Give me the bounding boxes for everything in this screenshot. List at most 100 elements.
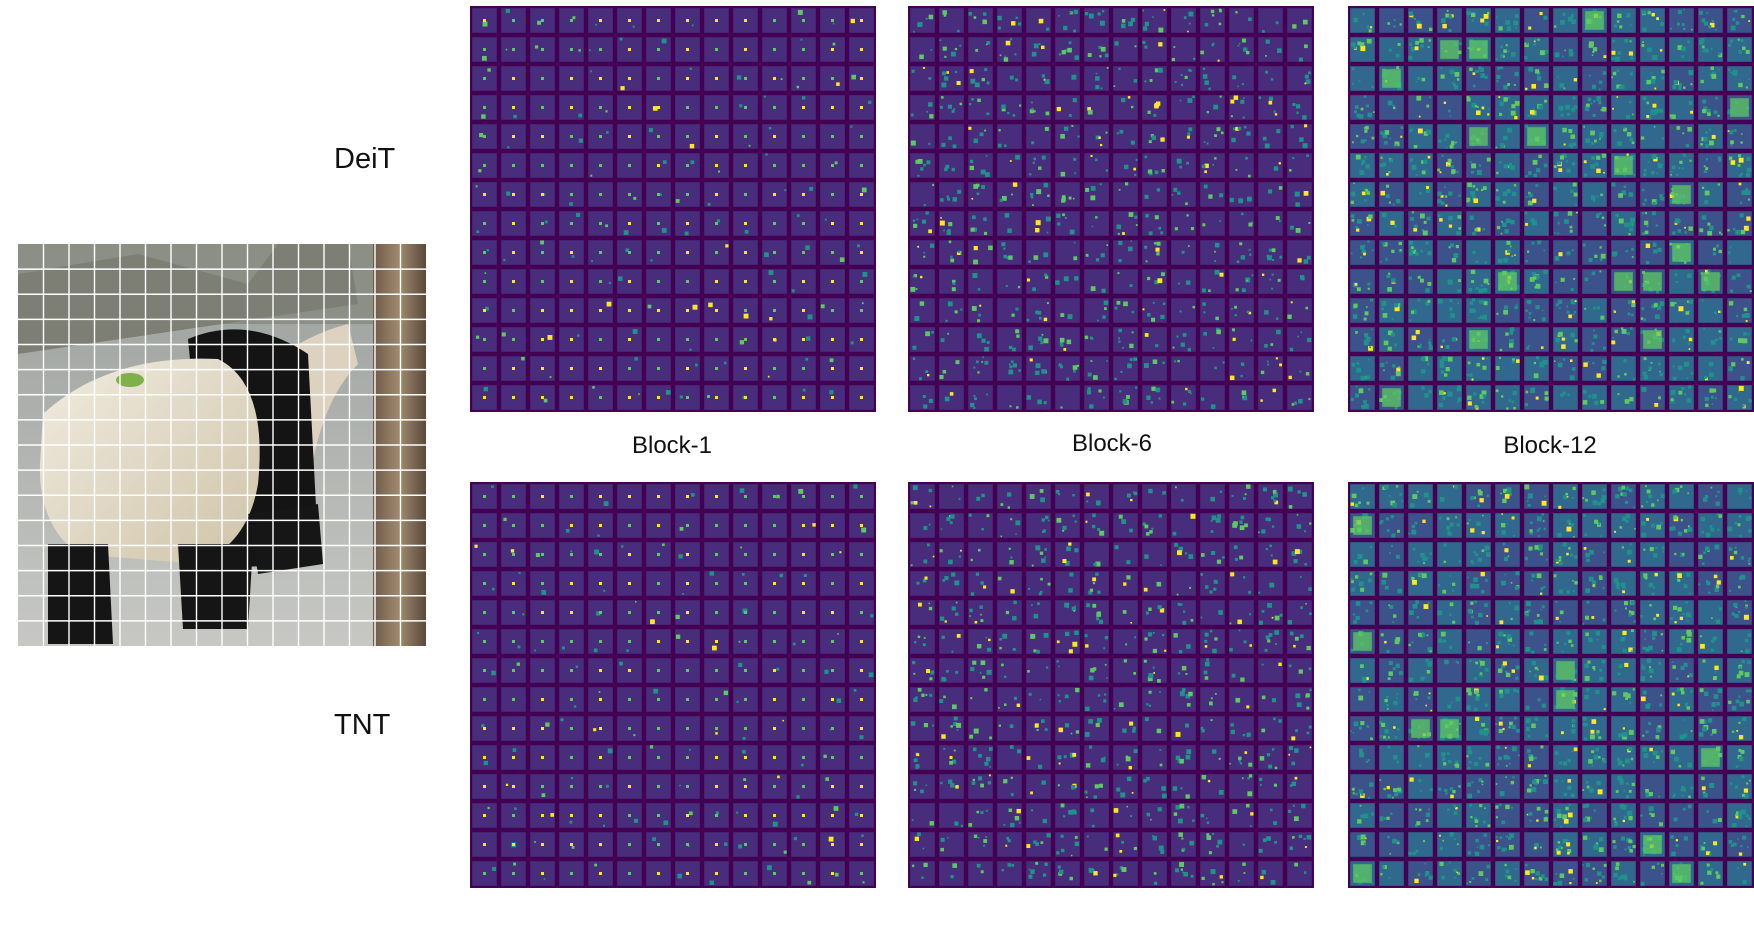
attention-speckle: [1103, 693, 1107, 696]
attention-speckle: [1258, 591, 1261, 594]
attention-speckle: [1730, 25, 1736, 31]
attention-speckle: [910, 564, 913, 567]
attention-speckle: [1294, 862, 1298, 867]
attention-speckle: [487, 68, 491, 72]
attention-peak: [599, 338, 602, 341]
attention-speckle: [1611, 76, 1614, 79]
attention-speckle: [1090, 668, 1095, 673]
attention-speckle: [916, 753, 920, 757]
attention-peak: [599, 396, 602, 399]
attention-speckle: [1008, 255, 1013, 260]
attention-speckle: [592, 386, 595, 389]
attention-speckle: [1475, 553, 1479, 557]
attention-speckle: [1425, 301, 1430, 306]
attention-speckle: [1246, 310, 1250, 314]
attention-speckle: [1090, 154, 1093, 157]
attention-speckle: [1590, 348, 1594, 352]
attention-peak: [831, 727, 834, 730]
attention-speckle: [983, 844, 986, 847]
attention-peak: [802, 280, 805, 283]
attention-speckle: [1059, 337, 1065, 343]
attention-speckle: [1710, 486, 1713, 489]
attention-cell: [997, 8, 1022, 33]
attention-speckle: [923, 66, 925, 69]
attention-speckle: [1274, 113, 1278, 116]
attention-speckle: [1074, 630, 1079, 636]
attention-peak: [831, 611, 834, 614]
attention-speckle: [1416, 23, 1422, 29]
attention-speckle: [1499, 620, 1504, 625]
attention-speckle: [1592, 113, 1596, 118]
attention-speckle: [1185, 202, 1188, 206]
attention-speckle: [1306, 154, 1309, 157]
attention-speckle: [1738, 585, 1741, 589]
attention-speckle: [1515, 571, 1520, 576]
attention-speckle: [1566, 251, 1571, 256]
attention-speckle: [1573, 536, 1575, 538]
attention-speckle: [1717, 490, 1720, 494]
attention-peak: [831, 77, 834, 80]
attention-cell: [939, 182, 964, 207]
input-image-panda: [18, 244, 426, 646]
attention-peak: [657, 582, 660, 585]
attention-peak: [686, 756, 689, 759]
attention-speckle: [1616, 586, 1620, 590]
attention-speckle: [1452, 620, 1456, 624]
attention-speckle: [1031, 141, 1035, 145]
attention-peak: [657, 338, 660, 341]
attention-speckle: [1044, 273, 1048, 277]
attention-speckle: [1590, 164, 1596, 169]
attention-speckle: [832, 42, 836, 46]
attention-peak: [628, 396, 631, 399]
attention-speckle: [1729, 261, 1731, 264]
attention-speckle: [1153, 672, 1156, 674]
attention-speckle: [1564, 219, 1569, 224]
attention-speckle: [1062, 213, 1065, 217]
attention-peak: [628, 338, 631, 341]
attention-peak: [744, 367, 747, 370]
attention-speckle: [1355, 601, 1361, 606]
attention-speckle: [1148, 673, 1154, 679]
attention-speckle: [1650, 78, 1656, 84]
attention-speckle: [1625, 114, 1630, 119]
attention-speckle: [1187, 805, 1190, 809]
attention-speckle: [1582, 514, 1586, 517]
attention-speckle: [998, 724, 1001, 727]
attention-speckle: [1689, 592, 1691, 595]
attention-speckle: [1304, 74, 1309, 79]
attention-peak: [773, 872, 776, 875]
attention-speckle: [1077, 135, 1080, 138]
attention-peak: [657, 280, 660, 283]
attention-speckle: [1592, 9, 1595, 12]
attention-speckle: [1566, 496, 1569, 498]
attention-speckle: [932, 555, 935, 558]
attention-speckle: [1239, 762, 1242, 765]
attention-speckle: [1617, 51, 1622, 55]
attention-speckle: [1453, 253, 1459, 259]
attention-speckle: [1561, 337, 1565, 341]
attention-speckle: [1478, 288, 1484, 294]
attention-speckle: [1122, 346, 1125, 349]
attention-peak: [860, 396, 863, 399]
attention-speckle: [1641, 231, 1646, 236]
attention-speckle: [1067, 47, 1072, 53]
attention-speckle: [1454, 484, 1458, 489]
attention-speckle: [1570, 299, 1576, 305]
attention-speckle: [1008, 363, 1011, 366]
attention-speckle: [1269, 582, 1275, 588]
attention-speckle: [1641, 532, 1647, 538]
attention-speckle: [1102, 315, 1106, 319]
attention-speckle: [1452, 485, 1455, 488]
attention-peak: [541, 77, 544, 80]
attention-speckle: [1743, 225, 1749, 231]
attention-speckle: [1446, 10, 1449, 12]
attention-peak: [773, 222, 776, 225]
attention-speckle: [1447, 356, 1453, 362]
attention-speckle: [1382, 572, 1388, 578]
attention-speckle: [1038, 592, 1042, 596]
attention-speckle: [1426, 216, 1431, 221]
attention-speckle: [1272, 559, 1278, 565]
attention-speckle: [1484, 261, 1487, 264]
attention-speckle: [1564, 337, 1568, 340]
attention-speckle: [1712, 388, 1717, 393]
